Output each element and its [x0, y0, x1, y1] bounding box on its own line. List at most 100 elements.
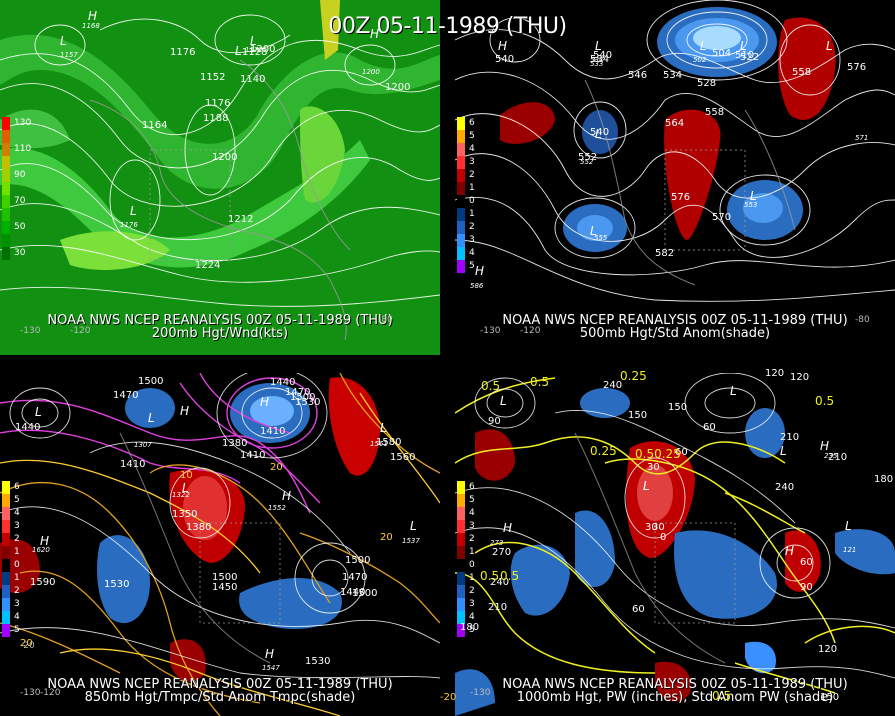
legend-entry: 4	[457, 507, 497, 520]
caption-line1: NOAA NWS NCEP REANALYSIS 00Z 05-11-1989 …	[502, 677, 848, 692]
legend-label: 1	[469, 209, 475, 219]
legend-swatch	[2, 572, 10, 585]
legend-swatch	[2, 494, 10, 507]
legend-label: 50	[14, 222, 26, 232]
legend-label: 0	[469, 560, 475, 570]
legend-swatch	[2, 533, 10, 546]
legend-entry: 1	[2, 546, 42, 559]
legend-swatch	[457, 169, 465, 182]
legend-label: 4	[469, 248, 475, 258]
legend-entry	[2, 156, 42, 169]
legend-label: 0	[469, 196, 475, 206]
legend-entry: 3	[457, 156, 497, 169]
legend-label: 3	[469, 521, 475, 531]
legend-label: 2	[469, 170, 475, 180]
legend-swatch	[457, 598, 465, 611]
legend-label: 2	[469, 534, 475, 544]
caption-line1: NOAA NWS NCEP REANALYSIS 00Z 05-11-1989 …	[502, 313, 848, 328]
legend-entry: 3	[457, 520, 497, 533]
panel-500mb: NOAA NWS NCEP REANALYSIS 00Z 05-11-1989 …	[455, 0, 895, 355]
map-1000mb	[455, 373, 895, 716]
panel-1000mb: NOAA NWS NCEP REANALYSIS 00Z 05-11-1989 …	[455, 373, 895, 716]
legend-entry: 1	[457, 572, 497, 585]
legend-entry: 110	[2, 143, 42, 156]
legend-850mb: 6 5 4 3 2 1 0 1 2 3 4 5	[2, 481, 42, 637]
legend-entry: 1	[457, 182, 497, 195]
legend-swatch	[2, 507, 10, 520]
legend-200mb: 130 110 90 70 50 30	[2, 117, 42, 260]
legend-label: 1	[14, 547, 20, 557]
legend-entry: 2	[457, 221, 497, 234]
legend-1000mb: 6 5 4 3 2 1 0 1 2 3 4 5	[457, 481, 497, 637]
legend-label: 5	[14, 625, 20, 635]
legend-label: 30	[14, 248, 26, 258]
map-850mb	[0, 373, 440, 716]
legend-label: 3	[469, 599, 475, 609]
legend-entry: 70	[2, 195, 42, 208]
legend-swatch	[457, 559, 465, 572]
legend-entry: 5	[457, 494, 497, 507]
caption-line2: 200mb Hgt/Wnd(kts)	[151, 326, 289, 341]
legend-entry: 5	[2, 494, 42, 507]
legend-swatch	[2, 182, 10, 195]
legend-swatch	[457, 234, 465, 247]
legend-entry	[2, 208, 42, 221]
legend-label: 4	[469, 508, 475, 518]
legend-swatch	[457, 117, 465, 130]
legend-swatch	[457, 546, 465, 559]
legend-swatch	[457, 260, 465, 273]
legend-swatch	[2, 156, 10, 169]
legend-swatch	[457, 572, 465, 585]
legend-label: 2	[14, 534, 20, 544]
legend-entry: 0	[2, 559, 42, 572]
legend-500mb: 6 5 4 3 2 1 0 1 2 3 4 5	[457, 117, 497, 273]
legend-label: 6	[469, 118, 475, 128]
legend-entry: 5	[457, 130, 497, 143]
legend-entry: 5	[457, 624, 497, 637]
legend-label: 1	[14, 573, 20, 583]
legend-swatch	[2, 559, 10, 572]
legend-swatch	[2, 169, 10, 182]
legend-swatch	[457, 221, 465, 234]
legend-swatch	[457, 520, 465, 533]
legend-swatch	[457, 208, 465, 221]
legend-swatch	[457, 507, 465, 520]
legend-entry: 5	[457, 260, 497, 273]
legend-entry: 2	[457, 533, 497, 546]
legend-label: 6	[469, 482, 475, 492]
legend-label: 4	[14, 612, 20, 622]
legend-entry: 0	[457, 195, 497, 208]
legend-label: 5	[469, 495, 475, 505]
legend-entry: 3	[2, 598, 42, 611]
legend-label: 4	[14, 508, 20, 518]
legend-swatch	[2, 611, 10, 624]
map-500mb	[455, 0, 895, 355]
legend-label: 6	[14, 482, 20, 492]
legend-label: 1	[469, 547, 475, 557]
panel-850mb: NOAA NWS NCEP REANALYSIS 00Z 05-11-1989 …	[0, 373, 440, 716]
legend-entry: 2	[2, 533, 42, 546]
legend-swatch	[2, 481, 10, 494]
legend-swatch	[457, 611, 465, 624]
legend-label: 2	[14, 586, 20, 596]
legend-entry: 4	[457, 611, 497, 624]
legend-entry: 5	[2, 624, 42, 637]
legend-entry: 3	[457, 234, 497, 247]
legend-swatch	[2, 624, 10, 637]
legend-label: 4	[469, 612, 475, 622]
legend-swatch	[2, 247, 10, 260]
panel-200mb: NOAA NWS NCEP REANALYSIS 00Z 05-11-1989 …	[0, 0, 440, 355]
caption-line2: 1000mb Hgt, PW (inches), Std Anom PW (sh…	[516, 690, 834, 705]
legend-entry: 3	[2, 520, 42, 533]
legend-swatch	[2, 143, 10, 156]
legend-label: 5	[469, 625, 475, 635]
temp-label: -20	[440, 692, 456, 703]
legend-swatch	[457, 494, 465, 507]
legend-entry: 1	[457, 208, 497, 221]
legend-swatch	[457, 585, 465, 598]
legend-swatch	[2, 234, 10, 247]
legend-swatch	[457, 182, 465, 195]
legend-swatch	[457, 533, 465, 546]
legend-swatch	[2, 598, 10, 611]
legend-entry: 90	[2, 169, 42, 182]
